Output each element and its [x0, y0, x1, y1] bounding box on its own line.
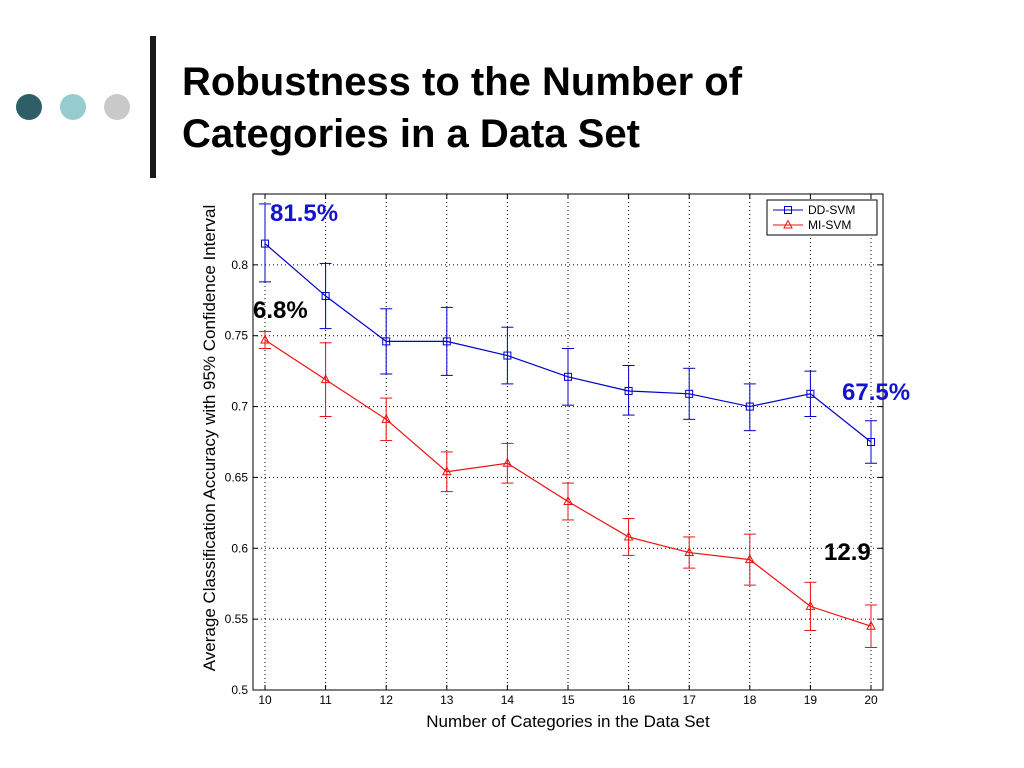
x-tick-label: 17 — [683, 693, 697, 707]
point-mi-svm — [260, 334, 270, 344]
x-tick-label: 11 — [319, 693, 332, 707]
point-dd-svm — [261, 239, 269, 248]
x-tick-label: 20 — [864, 693, 878, 707]
legend-marker-mi-svm — [783, 219, 793, 229]
annotation-mi-svm-end: 12.9 — [824, 539, 871, 566]
point-dd-svm — [806, 389, 815, 398]
x-tick-label: 15 — [561, 693, 575, 707]
annotation-dd-svm-start: 81.5% — [270, 200, 339, 227]
x-tick-label: 12 — [380, 693, 394, 707]
y-axis-label: Average Classification Accuracy with 95%… — [200, 205, 219, 671]
y-tick-label: 0.8 — [231, 258, 248, 272]
y-tick-label: 0.5 — [231, 683, 248, 697]
legend-marker-dd-svm — [784, 206, 792, 214]
point-mi-svm — [744, 554, 755, 564]
point-dd-svm — [321, 292, 330, 301]
point-dd-svm — [564, 372, 572, 381]
x-tick-label: 13 — [440, 693, 454, 707]
point-mi-svm — [441, 466, 452, 476]
point-mi-svm — [502, 457, 513, 467]
legend-box — [766, 199, 878, 236]
legend-label-mi-svm: MI-SVM — [808, 218, 851, 232]
point-dd-svm — [382, 337, 391, 346]
x-axis-label: Number of Categories in the Data Set — [426, 712, 710, 731]
decor-dot-dark — [16, 94, 42, 120]
point-dd-svm — [624, 386, 633, 395]
slide-title: Robustness to the Number of Categories i… — [182, 56, 982, 160]
y-tick-label: 0.55 — [225, 612, 249, 626]
y-tick-label: 0.65 — [225, 470, 249, 484]
point-dd-svm — [503, 351, 512, 360]
decor-dot-teal — [60, 94, 86, 120]
y-tick-label: 0.6 — [231, 541, 248, 555]
decor-vertical-bar — [150, 36, 156, 178]
point-mi-svm — [805, 600, 816, 610]
point-mi-svm — [684, 546, 695, 557]
x-tick-label: 18 — [743, 693, 757, 707]
x-tick-label: 14 — [501, 693, 515, 707]
y-tick-label: 0.75 — [225, 329, 249, 343]
point-mi-svm — [381, 413, 392, 423]
point-dd-svm — [442, 337, 451, 346]
decor-dot-gray — [104, 94, 130, 120]
point-dd-svm — [867, 438, 875, 446]
legend-label-dd-svm: DD-SVM — [808, 203, 855, 217]
point-dd-svm — [745, 402, 754, 411]
point-mi-svm — [563, 495, 573, 506]
x-tick-label: 16 — [622, 693, 636, 707]
point-mi-svm — [623, 531, 634, 541]
x-tick-label: 10 — [258, 693, 272, 707]
point-mi-svm — [320, 374, 331, 384]
point-dd-svm — [685, 389, 694, 398]
slide-title-line2: Categories in a Data Set — [182, 112, 640, 156]
annotation-dd-svm-end: 67.5% — [842, 379, 911, 406]
annotation-mi-svm-start: 6.8% — [253, 297, 308, 324]
y-tick-label: 0.7 — [231, 400, 248, 414]
slide-title-line1: Robustness to the Number of — [182, 60, 743, 104]
x-tick-label: 19 — [804, 693, 818, 707]
point-mi-svm — [866, 620, 876, 630]
